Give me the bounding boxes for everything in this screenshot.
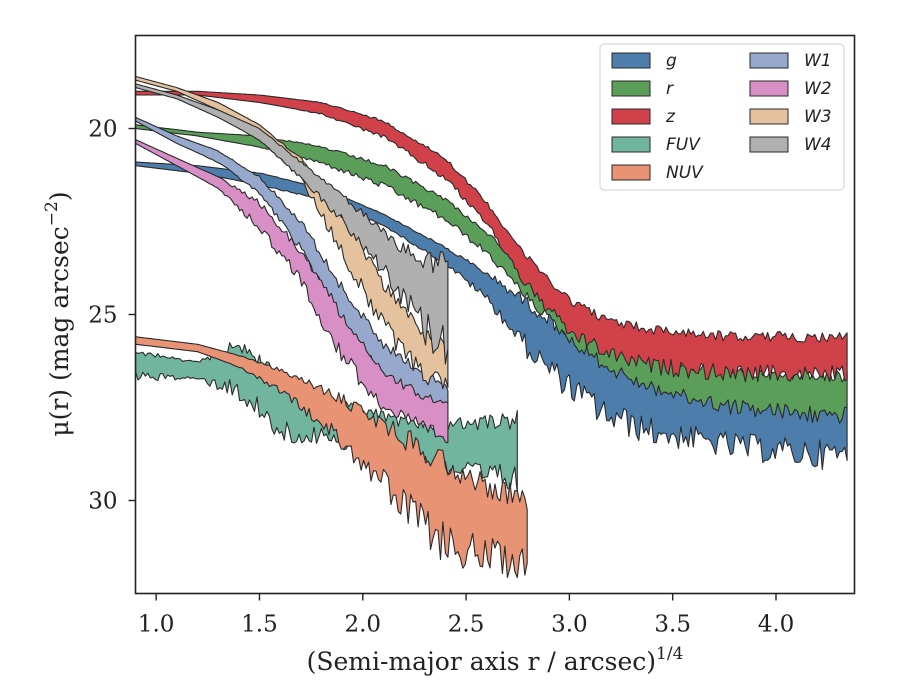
y-tick-label: 30 [88, 489, 117, 515]
legend-label-z: z [665, 107, 676, 127]
legend-swatch-r [611, 80, 651, 97]
legend-swatch-w3 [749, 108, 789, 125]
band-z [134, 90, 848, 383]
band-w4 [134, 83, 449, 365]
legend-label-w1: W1 [804, 51, 832, 71]
legend-label-w2: W2 [804, 79, 832, 99]
legend-label-g: g [666, 51, 677, 71]
y-axis-title-text: μ(r) (mag arcsec [45, 226, 74, 436]
x-tick-label: 3.5 [654, 612, 691, 638]
y-axis-title: μ(r) (mag arcsec−2) [42, 191, 74, 436]
x-tick-label: 2.5 [448, 612, 485, 638]
x-tick-label: 3.0 [551, 612, 588, 638]
x-axis-title: (Semi-major axis r / arcsec)1/4 [307, 644, 684, 676]
band-r [134, 124, 848, 424]
legend-swatch-z [611, 108, 651, 125]
legend: grz FUV NUV W1 W2 W3 W4 [599, 43, 845, 191]
x-tick-label: 4.0 [758, 612, 795, 638]
x-tick-label: 2.0 [344, 612, 381, 638]
y-tick-label: 20 [88, 117, 117, 143]
ticks-layer: 1.0 1.5 2.0 2.5 3.0 3.5 4.0 20 25 30 [88, 117, 794, 638]
legend-label-w4: W4 [804, 135, 832, 155]
band-nuv [134, 336, 528, 579]
x-axis-title-superscript: 1/4 [656, 644, 683, 664]
x-axis-title-text: (Semi-major axis r / arcsec) [307, 647, 656, 676]
x-tick-label: 1.0 [138, 612, 175, 638]
band-w2 [134, 139, 449, 444]
legend-label-r: r [666, 79, 674, 99]
legend-swatch-nuv [611, 164, 651, 181]
legend-swatch-w1 [749, 52, 789, 69]
bands-layer [134, 75, 848, 579]
y-axis-title-superscript: −2 [42, 201, 62, 226]
legend-swatch-g [611, 52, 651, 69]
legend-swatch-fuv [611, 136, 651, 153]
legend-label-nuv: NUV [666, 163, 704, 183]
legend-label-w3: W3 [804, 107, 832, 127]
y-tick-label: 25 [88, 303, 117, 329]
y-axis-title-close: ) [45, 191, 74, 201]
legend-label-fuv: FUV [666, 135, 701, 155]
legend-swatch-w4 [749, 136, 789, 153]
legend-swatch-w2 [749, 80, 789, 97]
x-tick-label: 1.5 [241, 612, 278, 638]
